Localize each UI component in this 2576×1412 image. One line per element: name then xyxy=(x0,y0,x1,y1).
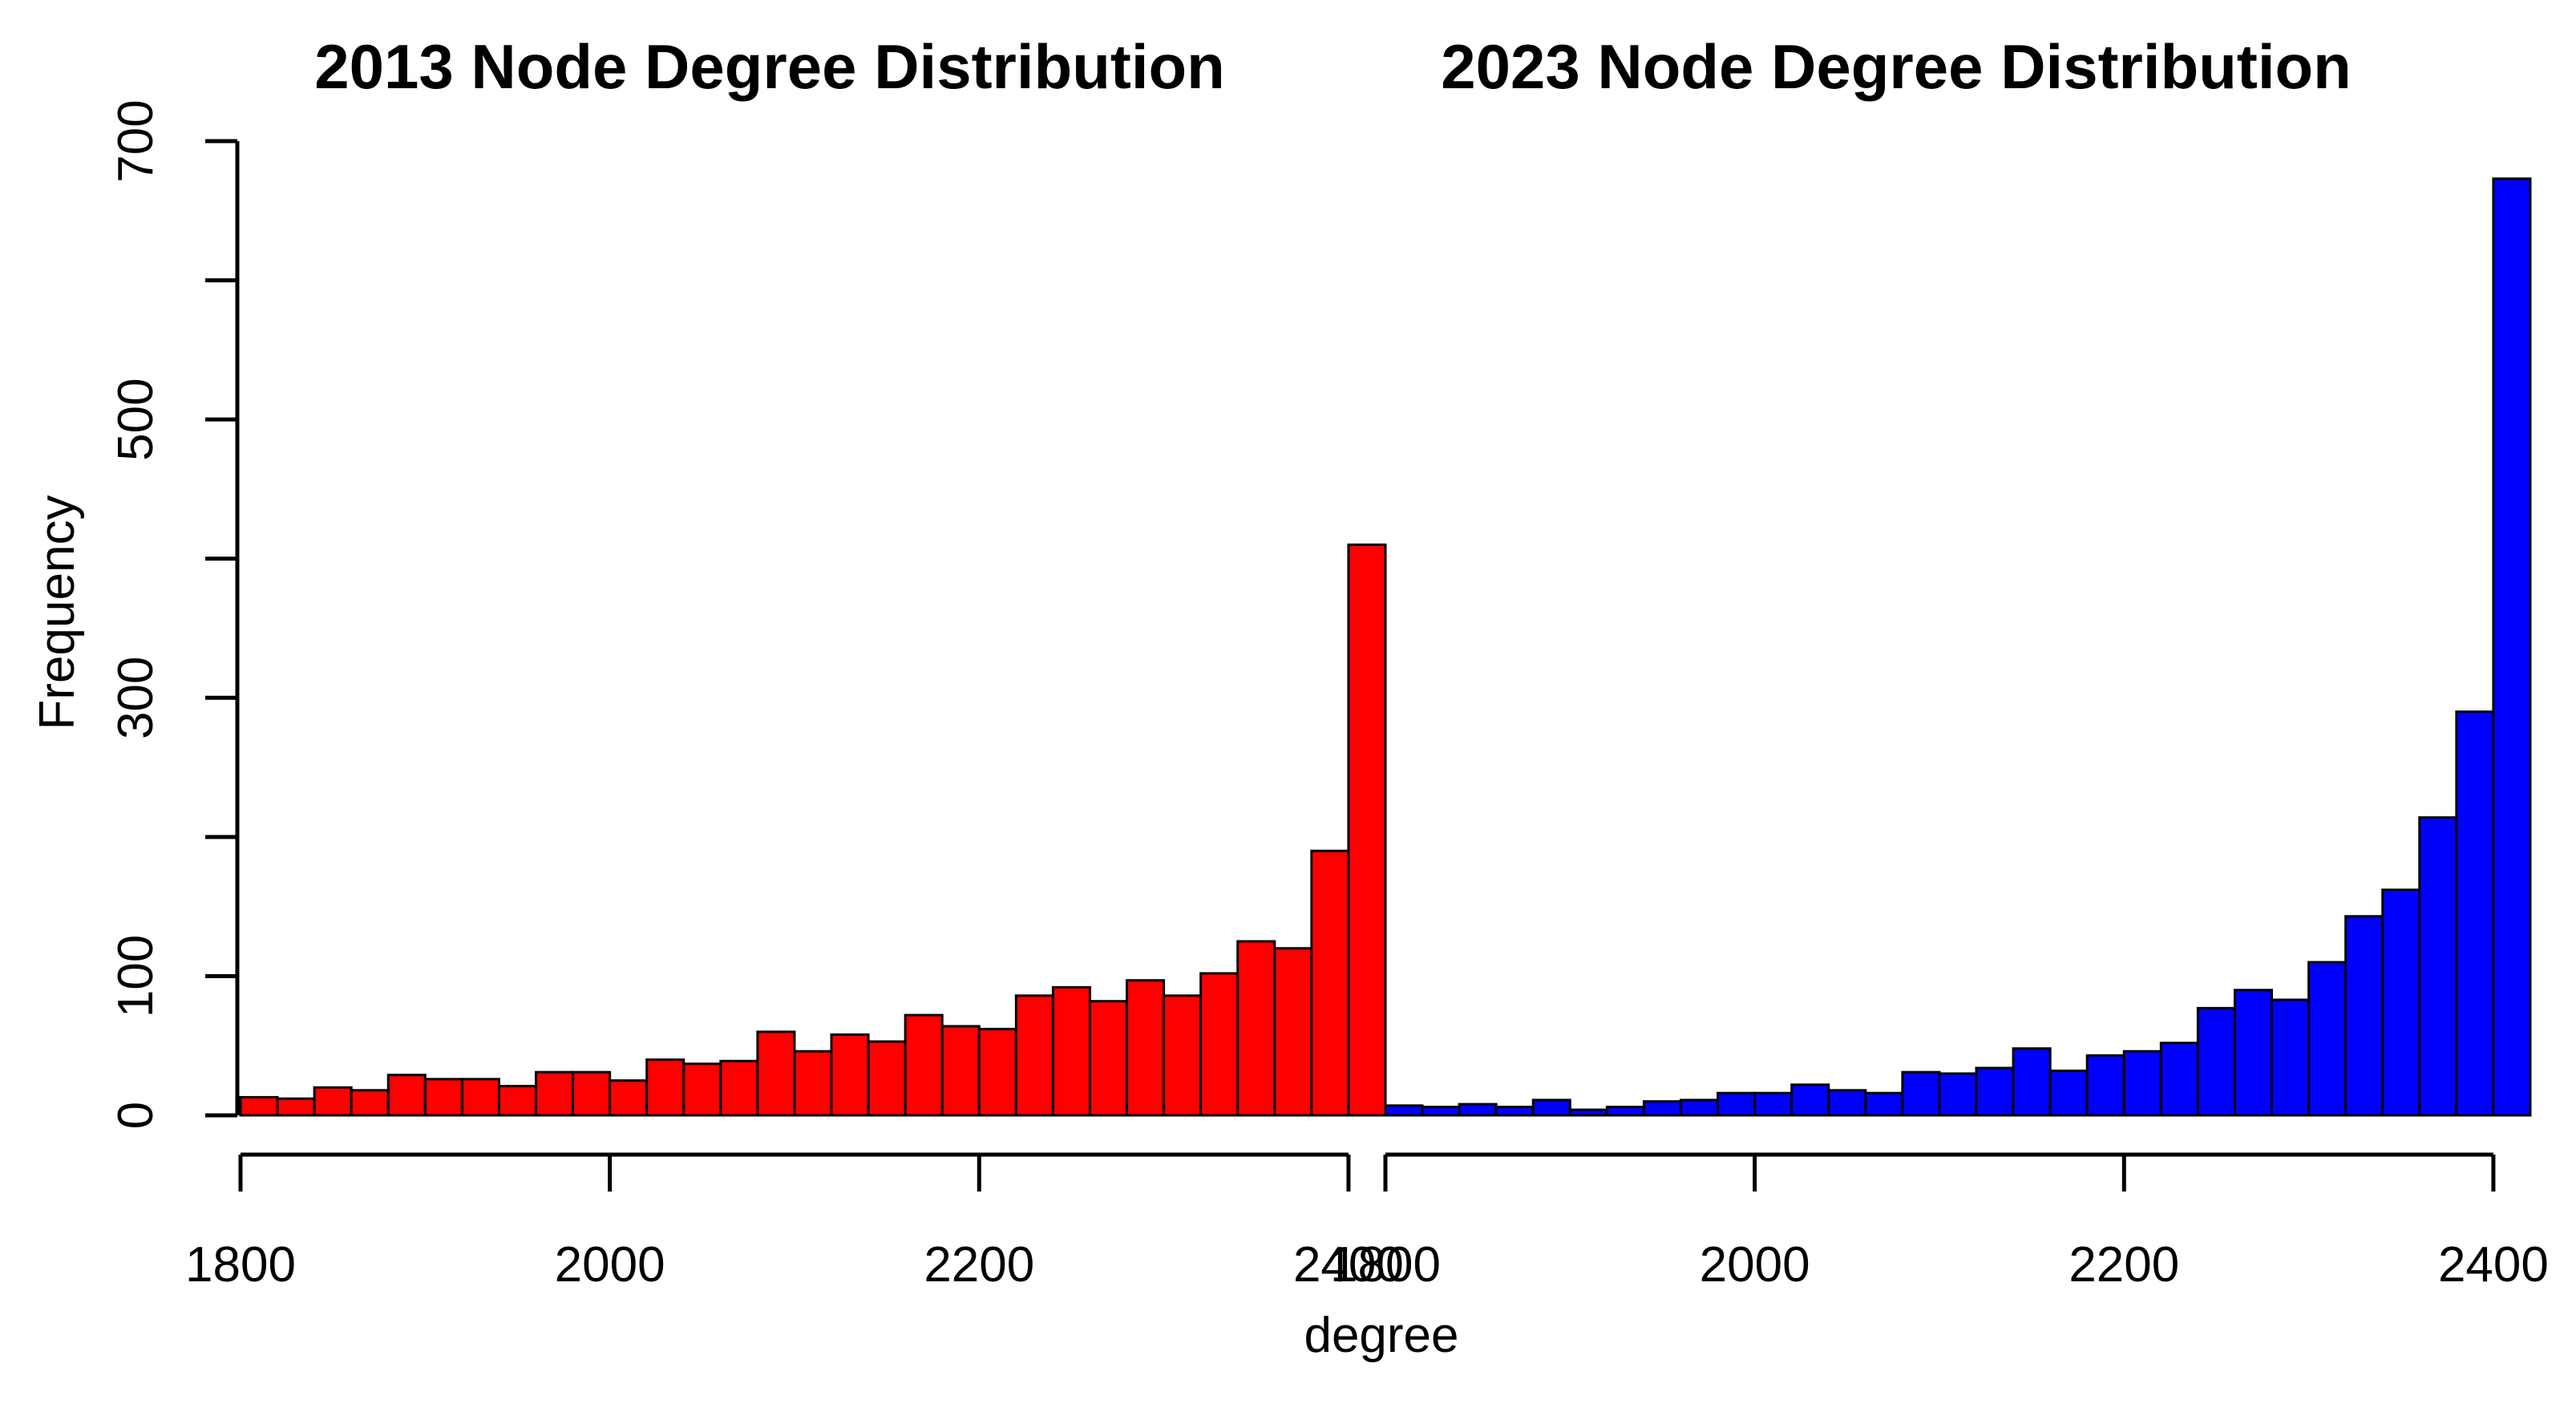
histogram-bar xyxy=(313,1086,353,1117)
y-tick-label: 100 xyxy=(108,935,164,1018)
x-tick-label: 1800 xyxy=(185,1237,296,1293)
histogram-bar xyxy=(2085,1054,2125,1117)
x-tick-label: 2200 xyxy=(924,1237,1034,1293)
histogram-bar xyxy=(682,1062,722,1117)
y-axis-label: Frequency xyxy=(30,496,85,730)
x-tick-label: 1800 xyxy=(1330,1237,1441,1293)
y-tick-label: 700 xyxy=(108,99,164,182)
histogram-bar xyxy=(1938,1072,1978,1117)
histogram-bar xyxy=(1864,1091,1904,1117)
x-tick-label: 2200 xyxy=(2068,1237,2179,1293)
histogram-bar xyxy=(2159,1042,2199,1117)
histogram-bar xyxy=(2418,816,2458,1117)
histogram-bar xyxy=(1531,1098,1571,1117)
histogram-bar xyxy=(2122,1050,2162,1117)
y-tick-label: 300 xyxy=(108,657,164,739)
histogram-bar xyxy=(977,1027,1017,1117)
histogram-bar xyxy=(1347,543,1387,1117)
histogram-bar xyxy=(1642,1100,1683,1117)
histogram-bar xyxy=(239,1095,279,1117)
x-tick-label: 2400 xyxy=(2438,1237,2549,1293)
histogram-bar xyxy=(1680,1098,1720,1117)
histogram-bar xyxy=(1273,947,1313,1117)
histogram-bar xyxy=(1494,1106,1535,1117)
histogram-bar xyxy=(1421,1106,1461,1117)
histogram-bar xyxy=(2271,998,2311,1117)
y-tick-label: 0 xyxy=(108,1102,164,1129)
histogram-bar xyxy=(1605,1106,1645,1117)
x-tick-label: 2000 xyxy=(1700,1237,1810,1293)
histogram-bar xyxy=(1051,985,1091,1117)
histogram-bar xyxy=(2381,888,2421,1117)
chart-title-2013: 2013 Node Degree Distribution xyxy=(314,31,1225,102)
histogram-bar xyxy=(2307,961,2348,1117)
histogram-bar xyxy=(1310,849,1350,1117)
histogram-bar xyxy=(904,1013,944,1117)
histogram-bar xyxy=(940,1025,981,1117)
histogram-bar xyxy=(423,1078,463,1117)
histogram-bar xyxy=(1753,1091,1793,1117)
histogram-bar xyxy=(497,1085,538,1117)
histogram-bar xyxy=(756,1030,796,1117)
histogram-bar xyxy=(1458,1102,1498,1117)
x-axis-label: degree xyxy=(1304,1308,1458,1363)
histogram-bar xyxy=(1236,940,1276,1117)
histogram-bar xyxy=(386,1074,427,1117)
histogram-bar xyxy=(1014,994,1054,1117)
chart-title-2023: 2023 Node Degree Distribution xyxy=(1441,31,2352,102)
histogram-bar xyxy=(1790,1083,1830,1117)
histogram-bar xyxy=(276,1097,316,1117)
histogram-bar xyxy=(609,1079,649,1117)
histogram-bar xyxy=(1717,1091,1757,1117)
histogram-bar xyxy=(793,1050,833,1117)
histogram-bar xyxy=(2196,1006,2236,1117)
histogram-bar xyxy=(1975,1066,2015,1117)
histogram-bar xyxy=(2344,915,2384,1117)
histogram-bar xyxy=(460,1078,500,1117)
x-tick-label: 2400 xyxy=(1293,1237,1404,1293)
histogram-bar xyxy=(719,1059,759,1117)
panel-2023: 1800 2000 2200 2400 xyxy=(1330,177,2549,1293)
histogram-bar xyxy=(2048,1069,2089,1117)
histogram-bar xyxy=(867,1040,907,1117)
histogram-bar xyxy=(350,1089,390,1117)
histogram-bar xyxy=(572,1070,612,1117)
histogram-bar xyxy=(2233,989,2274,1117)
histogram-bar xyxy=(830,1033,870,1117)
histogram-bar xyxy=(2492,177,2532,1117)
histogram-bar xyxy=(1088,1000,1129,1117)
histogram-bar xyxy=(2012,1047,2052,1117)
histogram-bar xyxy=(1199,972,1239,1117)
histogram-bar xyxy=(535,1070,575,1117)
histogram-bar xyxy=(1827,1089,1867,1117)
histogram-bar xyxy=(1163,994,1203,1117)
x-tick-label: 2000 xyxy=(555,1237,665,1293)
histogram-bar xyxy=(1568,1108,1608,1117)
y-tick-label: 500 xyxy=(108,378,164,460)
histogram-bar xyxy=(1126,979,1166,1117)
histogram-bar xyxy=(2455,710,2495,1117)
histogram-bar xyxy=(645,1058,685,1117)
histogram-bar xyxy=(1901,1070,1941,1117)
panel-2013: 1800 2000 2200 2400 xyxy=(185,543,1404,1293)
histogram-bar xyxy=(1384,1104,1424,1117)
